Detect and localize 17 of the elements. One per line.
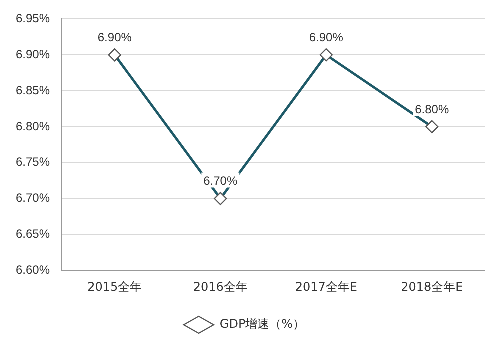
- y-tick-label: 6.85%: [16, 83, 50, 98]
- y-tick-label: 6.75%: [16, 155, 50, 170]
- y-tick-label: 6.90%: [16, 47, 50, 62]
- y-tick-label: 6.80%: [16, 119, 50, 134]
- data-label: 6.90%: [309, 30, 344, 44]
- y-tick-label: 6.95%: [16, 12, 50, 26]
- data-label: 6.70%: [204, 174, 238, 188]
- y-tick-label: 6.70%: [16, 191, 50, 206]
- y-tick-label: 6.60%: [16, 262, 50, 277]
- x-tick-label: 2018全年E: [401, 280, 464, 294]
- y-tick-label: 6.65%: [16, 227, 50, 241]
- data-label: 6.80%: [415, 102, 450, 116]
- x-tick-label: 2016全年: [193, 280, 248, 294]
- data-label: 6.90%: [98, 30, 132, 44]
- legend-label: GDP增速（%）: [220, 317, 306, 332]
- x-tick-label: 2017全年E: [295, 280, 358, 294]
- x-tick-label: 2015全年: [88, 280, 142, 294]
